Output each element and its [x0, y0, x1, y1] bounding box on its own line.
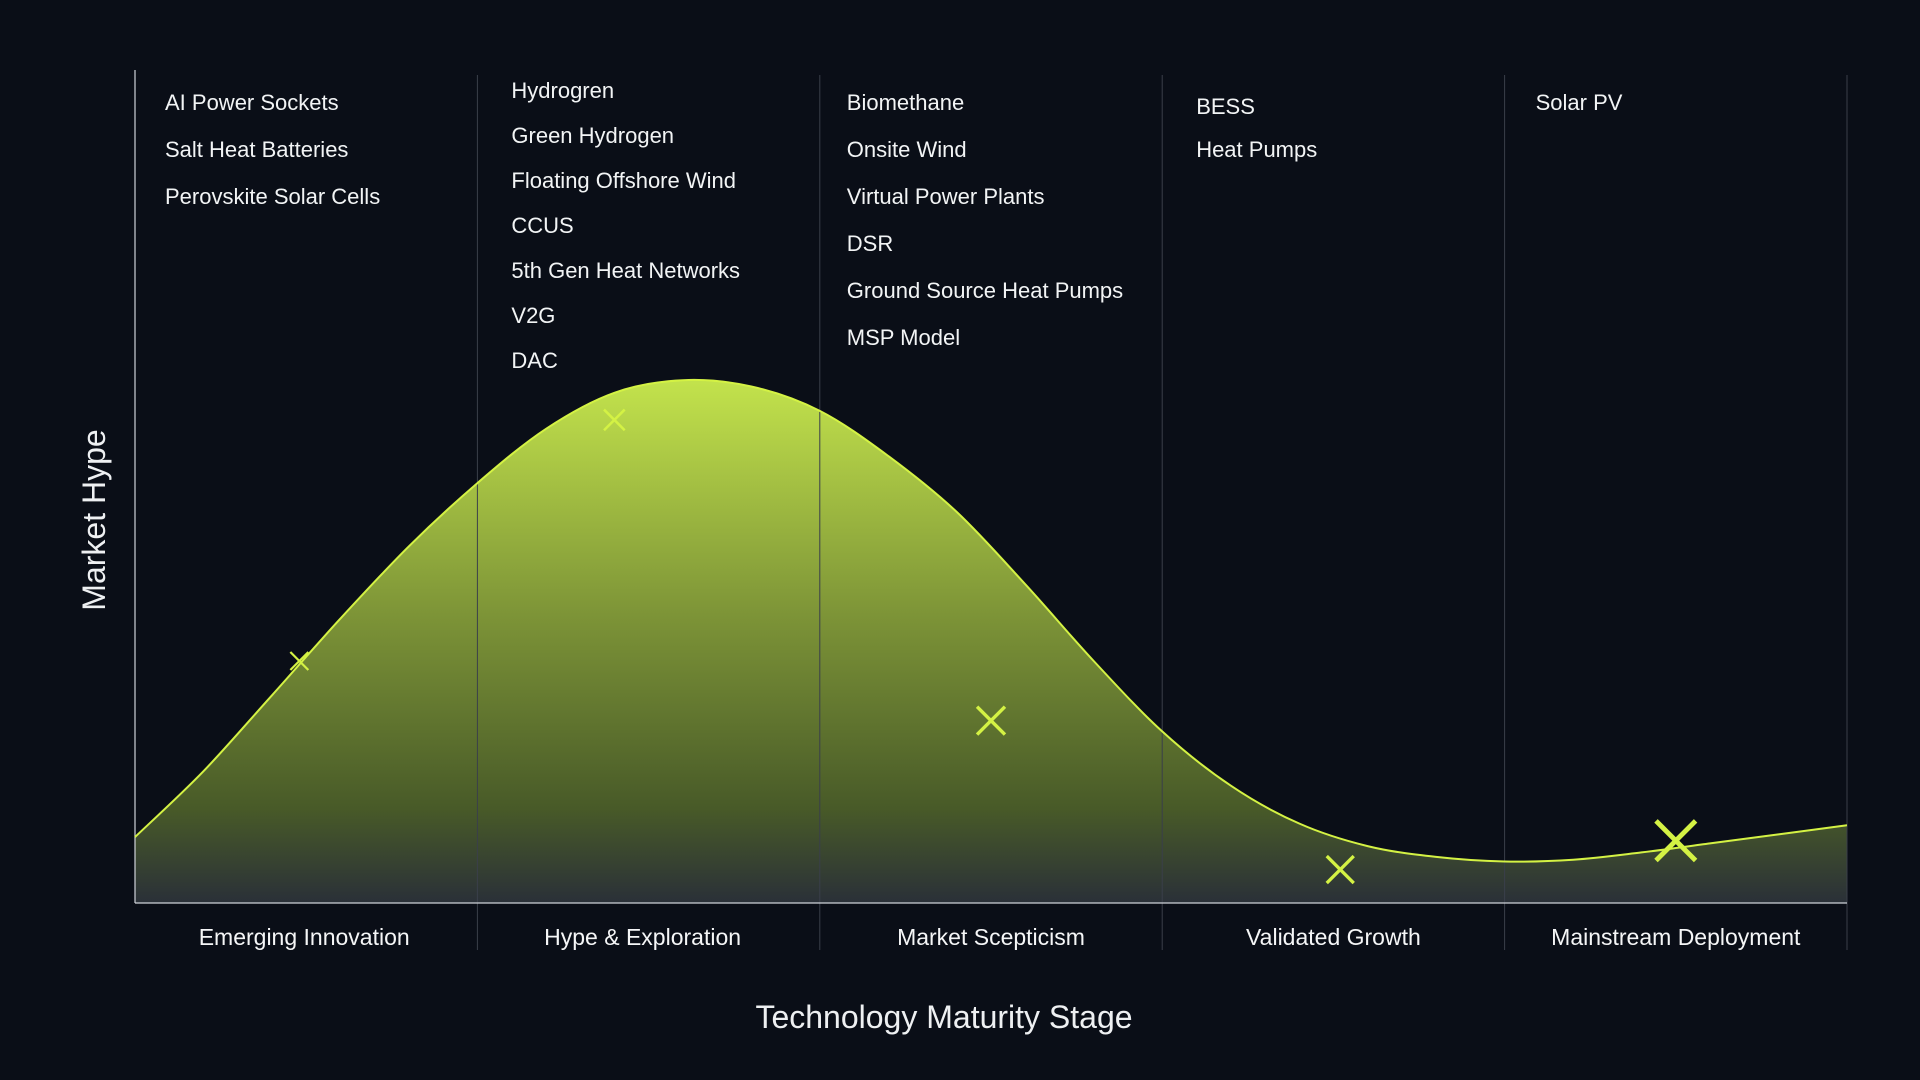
technology-label: Floating Offshore Wind: [511, 168, 736, 193]
stage-marker: [1654, 819, 1698, 863]
technology-label: 5th Gen Heat Networks: [511, 258, 740, 283]
technology-label: Onsite Wind: [847, 137, 967, 162]
stage-dividers: [476, 75, 1848, 950]
stage-labels: Emerging Innovation Hype & Exploration Mar…: [199, 924, 1801, 950]
curve-layer: [134, 378, 1848, 863]
markers-layer: [289, 408, 1698, 885]
technology-label: Heat Pumps: [1196, 137, 1317, 162]
stage-label: Emerging Innovation: [199, 924, 410, 950]
technology-label: DAC: [511, 348, 558, 373]
x-axis-title: Technology Maturity Stage: [755, 999, 1132, 1035]
hype-curve-line: [134, 378, 1848, 863]
technology-label: Hydrogren: [511, 78, 614, 103]
technology-label: BESS: [1196, 94, 1255, 119]
technology-label: MSP Model: [847, 325, 960, 350]
stage-marker: [603, 408, 626, 432]
stage-marker: [1325, 854, 1355, 885]
axes: [134, 70, 1847, 904]
area-layer: [135, 379, 1847, 903]
technology-label: Solar PV: [1536, 90, 1623, 115]
technology-label: CCUS: [511, 213, 573, 238]
stage-label: Validated Growth: [1246, 924, 1421, 950]
technology-label: Virtual Power Plants: [847, 184, 1045, 209]
technology-label: Green Hydrogen: [511, 123, 674, 148]
technology-label: Perovskite Solar Cells: [165, 184, 380, 209]
stage-marker: [289, 651, 310, 671]
stage-marker: [975, 705, 1007, 736]
technology-label: V2G: [511, 303, 555, 328]
technology-label: DSR: [847, 231, 893, 256]
technology-label: Biomethane: [847, 90, 964, 115]
technology-label: Salt Heat Batteries: [165, 137, 348, 162]
stage-label: Market Scepticism: [897, 924, 1085, 950]
stage-label: Mainstream Deployment: [1551, 924, 1801, 950]
y-axis-title: Market Hype: [76, 429, 112, 610]
hype-area: [135, 379, 1847, 903]
technology-lists: AI Power Sockets Salt Heat Batteries Perov…: [165, 78, 1623, 373]
technology-label: AI Power Sockets: [165, 90, 339, 115]
stage-label: Hype & Exploration: [544, 924, 741, 950]
technology-label: Ground Source Heat Pumps: [847, 278, 1123, 303]
